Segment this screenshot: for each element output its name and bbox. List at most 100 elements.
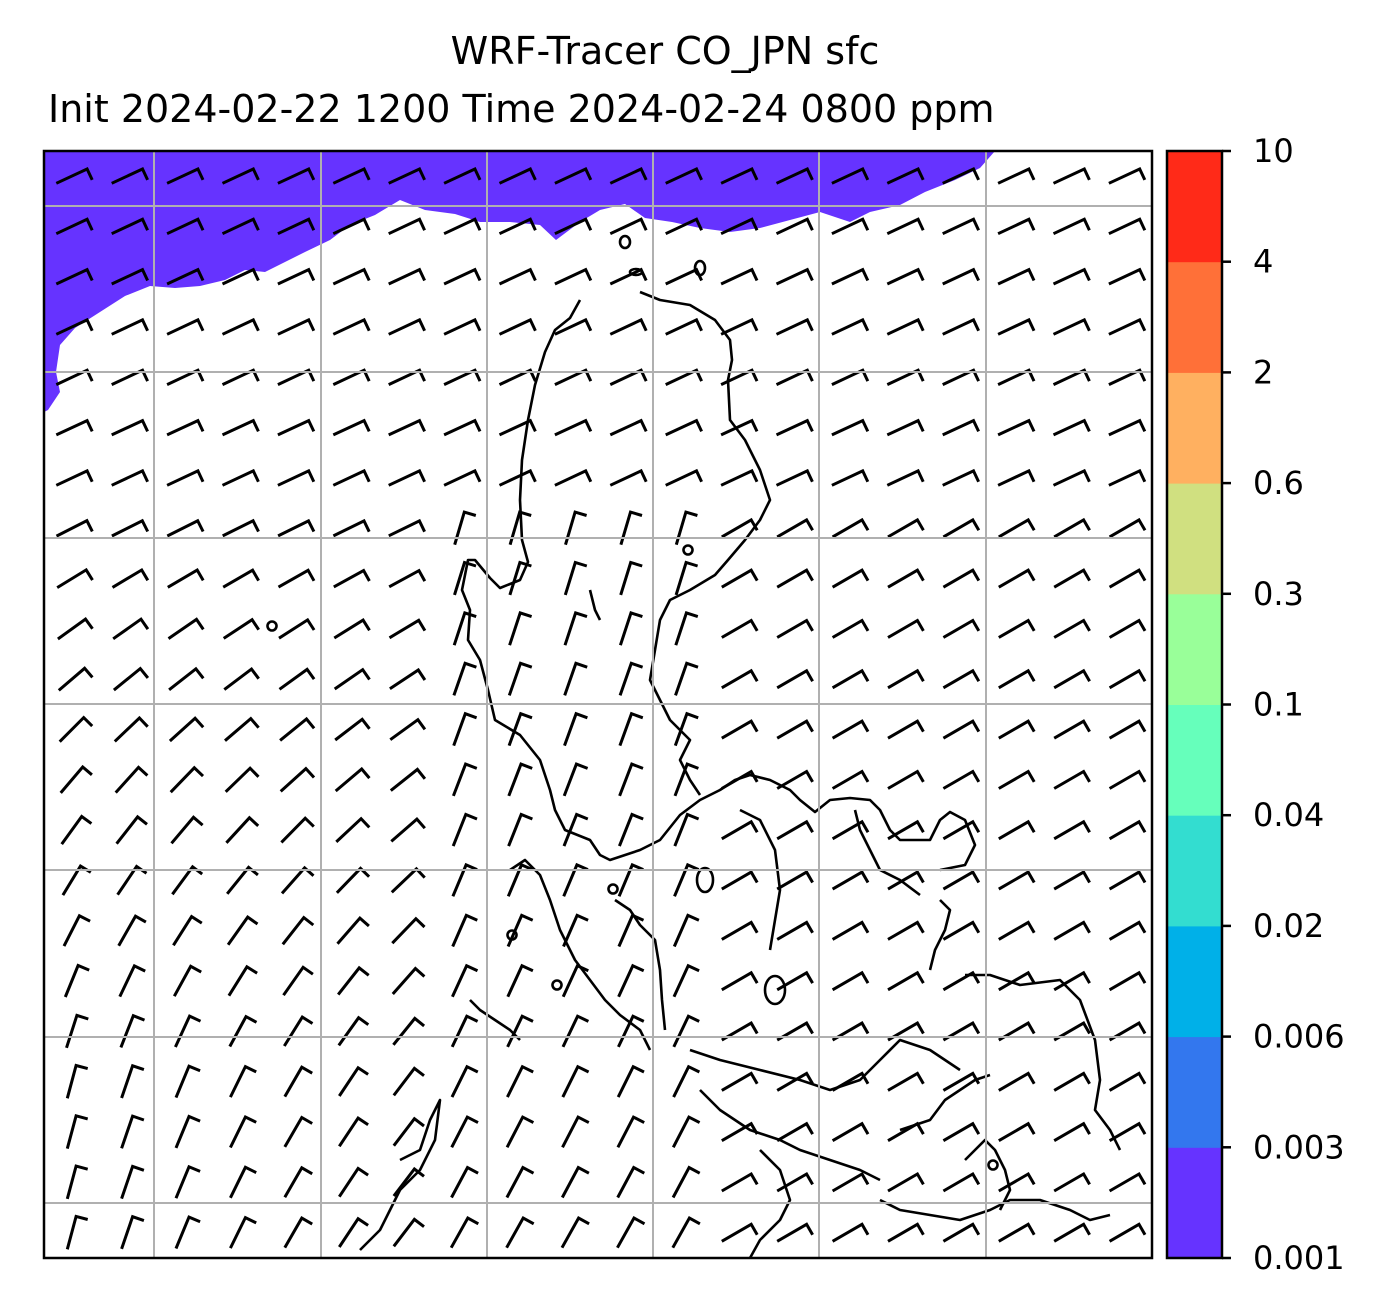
- wind-barb: [392, 1116, 425, 1147]
- wind-barb: [673, 862, 700, 897]
- wind-barb: [618, 711, 644, 747]
- wind-barb: [831, 1121, 870, 1142]
- wind-barb: [561, 1064, 590, 1098]
- wind-barb: [111, 267, 149, 286]
- wind-barb: [507, 762, 533, 797]
- wind-barb: [334, 717, 371, 742]
- wind-barb: [609, 167, 648, 185]
- wind-barb: [776, 719, 814, 740]
- wind-barb: [111, 217, 149, 236]
- wind-barb: [172, 964, 202, 997]
- wind-barb: [998, 568, 1036, 589]
- wind-barb: [776, 870, 814, 891]
- wind-barb: [831, 568, 870, 589]
- wind-barb: [998, 1121, 1036, 1142]
- wind-barb: [388, 518, 426, 538]
- wind-barb: [449, 1215, 480, 1249]
- wind-barb: [451, 963, 479, 998]
- wind-barb: [942, 769, 981, 790]
- colorbar-bin: [1167, 372, 1222, 484]
- wind-barb: [942, 568, 981, 589]
- wind-barb: [618, 661, 644, 696]
- colorbar-tick-label: 0.006: [1253, 1018, 1345, 1056]
- wind-barb: [886, 267, 925, 286]
- wind-barb: [391, 966, 426, 995]
- wind-barb: [166, 468, 205, 487]
- wind-barb: [505, 1215, 535, 1249]
- wind-barb: [450, 1115, 479, 1148]
- wind-barb: [120, 1214, 145, 1250]
- wind-barb: [563, 711, 588, 747]
- wind-barb: [721, 1222, 759, 1243]
- wind-barb: [673, 711, 699, 747]
- wind-barb: [720, 267, 759, 286]
- wind-barb: [174, 1164, 201, 1199]
- wind-barb: [389, 767, 427, 792]
- wind-barb: [1052, 368, 1091, 386]
- wind-barb: [277, 317, 316, 336]
- wind-barb: [498, 468, 537, 487]
- wind-barb: [563, 611, 588, 646]
- wind-barb: [1108, 368, 1147, 386]
- wind-barb: [443, 418, 482, 437]
- wind-barb: [332, 317, 371, 336]
- wind-barb: [886, 418, 925, 437]
- map-frame: [42, 149, 1154, 1260]
- wind-barb: [1108, 668, 1147, 690]
- wind-barb: [997, 317, 1036, 336]
- wind-barb: [229, 1114, 257, 1149]
- wind-barb: [887, 618, 925, 639]
- wind-barb: [886, 217, 925, 236]
- wind-barb: [776, 970, 814, 992]
- wind-barb: [1053, 1021, 1091, 1042]
- wind-barb: [831, 1021, 870, 1042]
- wind-barb: [506, 1064, 534, 1098]
- wind-barb: [1053, 719, 1091, 740]
- wind-barb: [1108, 769, 1147, 790]
- wind-barb: [388, 618, 427, 640]
- wind-barb: [831, 819, 870, 841]
- wind-barb: [776, 1121, 814, 1142]
- wind-barb: [392, 1166, 425, 1197]
- wind-barb: [831, 870, 870, 891]
- wind-barb: [113, 715, 149, 743]
- wind-barb: [618, 762, 644, 797]
- wind-barb: [673, 762, 699, 797]
- wind-barb: [1108, 1171, 1147, 1193]
- wind-barb: [120, 1164, 145, 1200]
- wind-barb: [222, 568, 260, 589]
- wind-barb: [554, 368, 593, 386]
- wind-barb: [452, 611, 477, 646]
- wind-barb: [392, 1066, 425, 1097]
- wind-barb: [453, 510, 477, 546]
- wind-barb: [721, 819, 759, 841]
- wind-barb: [1053, 1171, 1091, 1193]
- wind-barb: [277, 217, 316, 236]
- wind-barb: [831, 217, 870, 236]
- wind-barb: [280, 816, 315, 844]
- wind-barb: [166, 368, 205, 386]
- wind-barb: [720, 468, 759, 487]
- wind-barb: [55, 468, 94, 487]
- wind-barb: [1108, 920, 1147, 941]
- wind-barb: [775, 368, 814, 386]
- wind-barb: [616, 1064, 645, 1098]
- wind-barb: [221, 217, 260, 236]
- wind-barb: [942, 418, 980, 437]
- wind-barb: [1053, 920, 1091, 941]
- wind-barb: [721, 920, 759, 941]
- wind-barb: [671, 1215, 701, 1249]
- wind-barb: [1108, 267, 1147, 286]
- wind-barb: [498, 317, 537, 336]
- wind-barb: [942, 1021, 981, 1042]
- wind-barb: [776, 517, 814, 539]
- wind-barb: [506, 963, 534, 998]
- wind-barb: [60, 814, 93, 845]
- wind-barb: [776, 568, 814, 589]
- wind-barb: [63, 963, 90, 998]
- wind-barb: [1053, 517, 1091, 539]
- wind-barb: [619, 510, 643, 546]
- wind-barb: [115, 814, 148, 845]
- wind-barb: [222, 617, 260, 640]
- wind-barb: [226, 915, 259, 946]
